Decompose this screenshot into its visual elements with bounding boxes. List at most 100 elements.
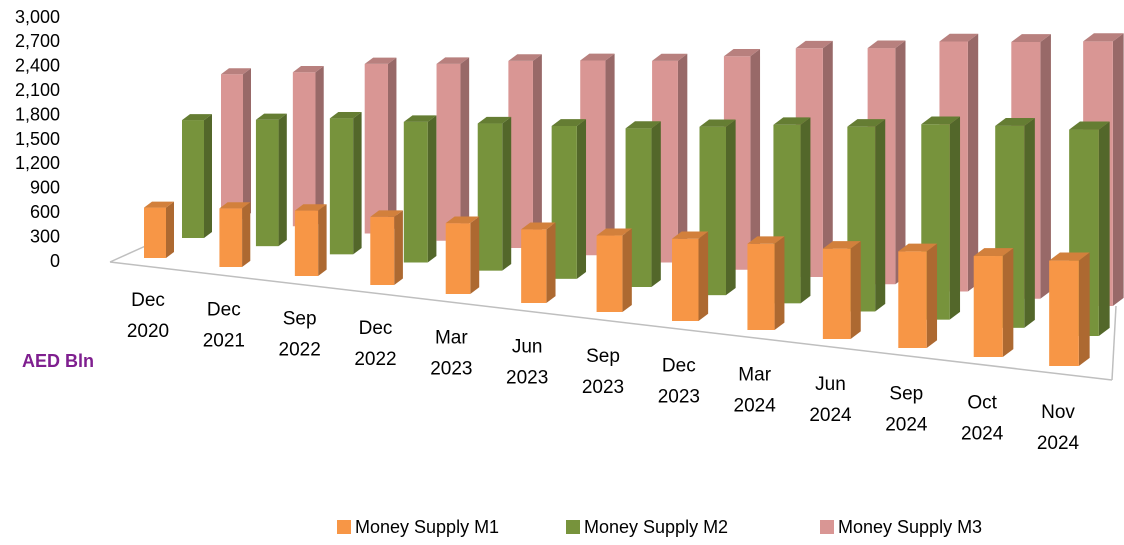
bar-side bbox=[502, 116, 512, 271]
bar-top bbox=[219, 202, 251, 209]
bar-front bbox=[436, 63, 461, 241]
bar bbox=[329, 111, 362, 255]
bar-top bbox=[255, 113, 287, 120]
bar-top bbox=[672, 231, 709, 239]
bar-top bbox=[898, 243, 938, 252]
bar-side bbox=[774, 236, 785, 330]
y-tick-label: 1,200 bbox=[15, 153, 60, 173]
bar-side bbox=[622, 228, 632, 312]
bar-side bbox=[387, 57, 397, 234]
bar bbox=[596, 228, 632, 312]
bar-front bbox=[508, 60, 533, 249]
floor-edge bbox=[109, 261, 1113, 381]
bar-top bbox=[182, 114, 212, 121]
legend-swatch bbox=[566, 520, 580, 534]
bar-front bbox=[219, 208, 243, 267]
bar-side bbox=[278, 113, 287, 247]
bar-top bbox=[580, 53, 615, 61]
bar-top bbox=[699, 119, 736, 127]
bar bbox=[625, 121, 661, 288]
bar bbox=[747, 236, 785, 330]
y-tick-label: 300 bbox=[30, 226, 60, 246]
bar-top bbox=[370, 210, 403, 217]
x-tick-label-line: 2023 bbox=[658, 386, 700, 407]
bar-side bbox=[1002, 248, 1014, 357]
bar-front bbox=[672, 238, 699, 321]
y-tick-label: 1,800 bbox=[15, 104, 60, 124]
x-tick-label-line: 2024 bbox=[809, 405, 852, 426]
x-tick-label: Sep 2023 bbox=[582, 346, 624, 398]
bar-side bbox=[576, 119, 587, 279]
bar bbox=[898, 243, 938, 348]
x-tick-label-line: Jun bbox=[815, 374, 846, 395]
bar-top bbox=[747, 236, 785, 244]
bar-side bbox=[532, 54, 542, 248]
bar-side bbox=[822, 40, 833, 277]
bar-top bbox=[551, 119, 587, 126]
x-tick-label-line: Sep bbox=[586, 346, 620, 367]
x-tick-label: Sep 2024 bbox=[885, 383, 928, 435]
bar-top bbox=[329, 111, 362, 119]
x-tick-label: Sep 2022 bbox=[279, 309, 321, 361]
bar-side bbox=[427, 115, 437, 263]
bar bbox=[144, 201, 174, 258]
bar-front bbox=[182, 120, 204, 238]
bar-top bbox=[995, 117, 1035, 126]
bar bbox=[292, 66, 324, 227]
x-tick-label: Mar 2023 bbox=[430, 327, 472, 379]
bar-front bbox=[292, 72, 316, 227]
x-tick-label-line: Mar bbox=[738, 365, 771, 386]
bar-top bbox=[445, 216, 480, 224]
legend-label: Money Supply M1 bbox=[355, 517, 499, 537]
axis-label: AED Bln bbox=[22, 351, 94, 371]
x-tick-label-line: 2022 bbox=[279, 340, 321, 361]
y-tick-label: 3,000 bbox=[15, 7, 60, 27]
bar-front bbox=[364, 63, 388, 234]
bar-top bbox=[364, 57, 397, 64]
bar-top bbox=[596, 228, 632, 236]
bar-front bbox=[477, 123, 503, 271]
bar-side bbox=[1040, 34, 1051, 299]
bar bbox=[403, 115, 437, 263]
bar bbox=[1049, 252, 1090, 366]
bar bbox=[445, 216, 480, 294]
bar-side bbox=[546, 222, 556, 303]
x-tick-label-line: 2023 bbox=[430, 358, 472, 379]
x-tick-label-line: 2022 bbox=[354, 349, 396, 370]
floor-edge bbox=[1111, 305, 1117, 381]
bar-front bbox=[294, 210, 319, 276]
bar-front bbox=[144, 207, 166, 258]
bar-top bbox=[477, 116, 512, 124]
bar-top bbox=[973, 248, 1014, 257]
bar-top bbox=[795, 40, 833, 49]
bar-front bbox=[747, 243, 775, 330]
x-tick-label: Oct 2024 bbox=[961, 393, 1004, 445]
x-tick-label-line: Mar bbox=[435, 327, 468, 348]
bar-top bbox=[508, 54, 542, 61]
legend-label: Money Supply M2 bbox=[584, 517, 728, 537]
bar-front bbox=[403, 121, 428, 263]
bar-side bbox=[850, 241, 861, 339]
bar bbox=[219, 202, 251, 267]
bar-top bbox=[403, 115, 437, 122]
bar-top bbox=[625, 121, 661, 129]
x-tick-label-line: Nov bbox=[1041, 402, 1075, 423]
bar bbox=[255, 113, 287, 247]
bar-side bbox=[725, 119, 736, 296]
bar-side bbox=[394, 210, 403, 285]
bar-side bbox=[353, 111, 362, 255]
bar-top bbox=[867, 40, 906, 49]
x-tick-label-line: 2024 bbox=[885, 414, 928, 435]
bar-side bbox=[460, 57, 470, 241]
bar-side bbox=[605, 53, 615, 256]
x-tick-label-line: 2020 bbox=[127, 321, 169, 342]
bar-top bbox=[1049, 252, 1090, 261]
bar-side bbox=[895, 40, 906, 285]
bar-top bbox=[847, 119, 886, 127]
bar-front bbox=[1049, 260, 1079, 366]
bar-side bbox=[470, 216, 480, 294]
bar-top bbox=[822, 241, 861, 249]
y-tick-label: 600 bbox=[30, 202, 60, 222]
bar bbox=[364, 57, 397, 234]
bar-top bbox=[521, 222, 556, 230]
